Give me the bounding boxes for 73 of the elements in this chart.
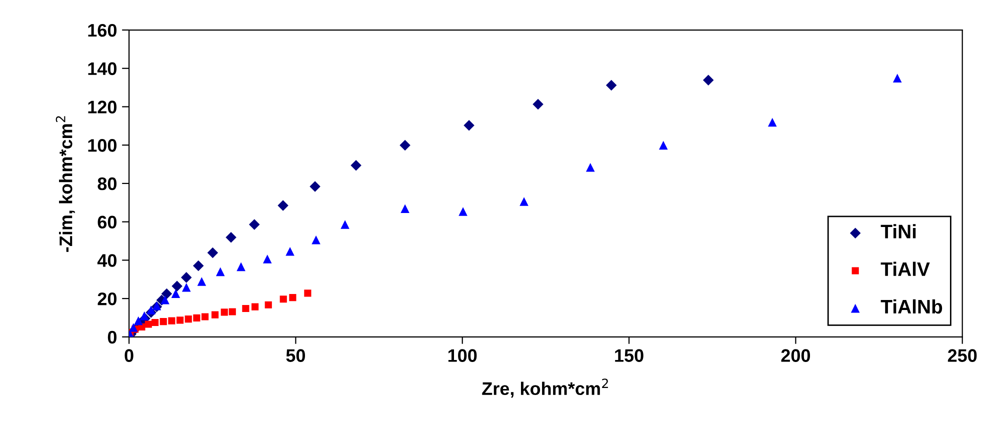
point [586,162,595,172]
point [310,181,320,192]
point [464,120,474,131]
point [201,313,209,320]
y-tick-label: 120 [88,100,116,114]
point [129,323,138,332]
point [458,207,468,216]
x-tick-label: 0 [124,349,134,362]
point [400,140,410,151]
point [184,316,192,323]
point [134,316,143,326]
x-tick-label: 150 [615,349,644,362]
point [262,254,272,264]
y-tick-label: 60 [98,216,116,229]
point [892,74,902,83]
point [248,219,260,230]
point [160,318,167,326]
point [606,80,617,91]
y-tick-label: 20 [98,292,116,306]
point [658,140,668,150]
point [172,280,182,292]
point [144,320,152,328]
point [193,314,200,322]
point [768,118,777,127]
x-tick-label: 250 [948,349,977,362]
x-tick-label: 50 [286,349,305,362]
point [211,311,219,318]
point [168,317,176,324]
point [176,316,184,324]
point [160,295,170,304]
y-tick-label: 40 [97,254,116,267]
y-tick-label: 140 [88,62,116,76]
point [216,267,225,276]
legend-label: TiAlNb [880,299,942,314]
legend-label: TiAlV [880,262,930,276]
y-tick-label: 100 [88,139,116,152]
point [207,247,218,258]
point [289,294,296,302]
point [312,235,320,244]
point [304,290,312,297]
point [350,160,362,171]
y-tick-label: 80 [98,177,116,190]
point [197,277,206,286]
point [286,246,294,256]
point [251,303,259,310]
point [520,197,528,206]
point [171,289,180,298]
point [226,232,236,243]
point [702,74,714,86]
point [180,272,192,283]
y-tick-label: 160 [88,24,116,37]
point [280,296,287,303]
point [182,283,191,292]
y-axis-title: -Zim, kohm*cm$^{2}$ [56,116,75,252]
point [228,308,236,316]
point [140,311,149,320]
point [340,220,350,229]
x-tick-label: 200 [781,349,810,362]
x-tick-label: 100 [448,349,477,362]
legend-label: TiNi [880,224,916,238]
point [236,262,246,272]
point [220,308,228,316]
x-axis-title: Zre, kohm*cm$^{2}$ [482,378,608,398]
y-tick-label: 0 [108,330,116,344]
point [532,98,544,110]
point [151,318,159,326]
point [278,200,288,211]
point [264,301,272,308]
point [146,306,156,314]
point [161,288,172,300]
point [192,260,204,272]
point [400,204,410,213]
point [242,304,250,312]
